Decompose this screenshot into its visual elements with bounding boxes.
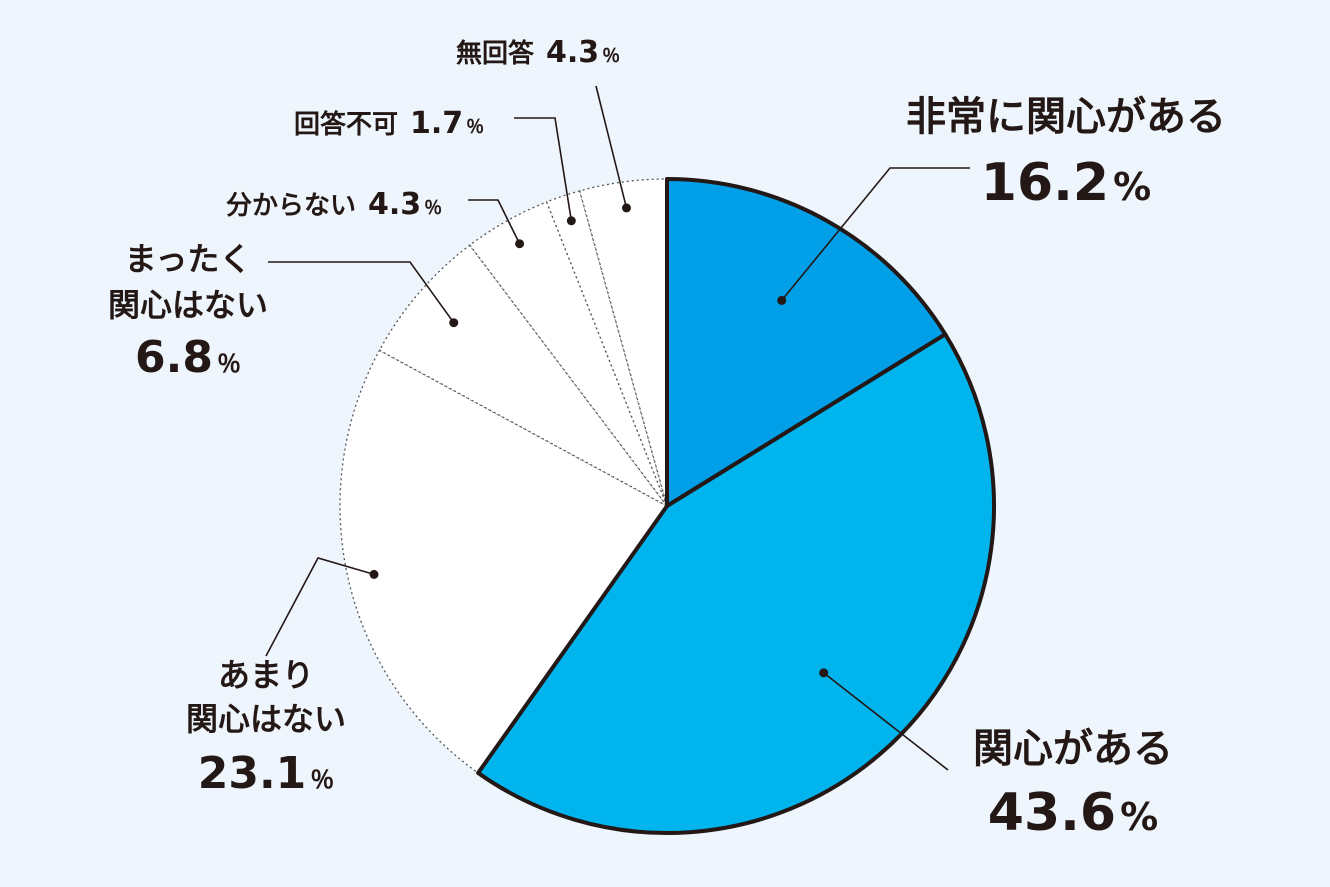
leader-line-not-very-interested: [265, 557, 375, 657]
value-very-interested: 16.2%: [981, 153, 1151, 213]
slice-interested: [476, 332, 996, 835]
leader-line-dont-know: [468, 199, 521, 245]
leader-dot-very-interested: [777, 295, 787, 305]
value-not-at-all-sign: ％: [217, 350, 241, 378]
leader-dot-dont-know: [515, 239, 525, 249]
value-no-answer-sign: ％: [602, 46, 620, 67]
value-interested: 43.6%: [988, 783, 1158, 843]
label-no-answer: 無回答: [456, 38, 535, 69]
leader-line-cannot-answer: [514, 117, 573, 221]
value-dont-know: 4.3 ％: [368, 187, 442, 222]
label-not-at-all-line1: まったく: [125, 240, 252, 278]
label-not-very-interested-line2: 関心はない: [186, 700, 346, 738]
label-very-interested: 非常に関心がある: [906, 94, 1226, 140]
value-not-very-interested-sign: ％: [310, 766, 334, 794]
value-interested-number: 43.6: [988, 783, 1116, 843]
leader-line-very-interested: [781, 167, 970, 301]
slice-very-interested: [665, 177, 948, 508]
leader-dot-interested: [819, 668, 829, 678]
leader-line-no-answer: [595, 85, 628, 209]
leader-dot-not-very-interested: [369, 569, 379, 579]
leader-lines: [265, 85, 970, 771]
slice-cannot-answer: [545, 190, 668, 507]
leader-line-interested: [823, 672, 949, 771]
leader-dot-cannot-answer: [566, 216, 576, 226]
value-not-at-all-number: 6.8: [135, 332, 213, 383]
leader-dot-not-at-all: [449, 318, 459, 328]
label-dont-know: 分からない: [226, 191, 356, 221]
slice-not-at-all: [378, 244, 668, 507]
value-dont-know-number: 4.3: [368, 187, 421, 222]
value-no-answer-number: 4.3: [546, 35, 599, 70]
value-cannot-answer-number: 1.7: [410, 106, 463, 141]
slice-labels: 非常に関心がある 16.2% 関心がある 43.6% あまり 関心はない 23.…: [108, 35, 1226, 843]
value-cannot-answer: 1.7 ％: [410, 106, 484, 141]
slice-not-very-interested: [339, 349, 668, 774]
label-cannot-answer: 回答不可: [294, 109, 398, 140]
value-no-answer: 4.3 ％: [546, 35, 620, 70]
label-not-at-all-line2: 関心はない: [108, 286, 268, 324]
value-not-very-interested-number: 23.1: [198, 748, 307, 799]
value-very-interested-sign: %: [1113, 165, 1151, 209]
leader-dot-no-answer: [621, 203, 631, 213]
value-very-interested-number: 16.2: [981, 153, 1109, 213]
value-dont-know-sign: ％: [424, 198, 442, 219]
pie-slices: [339, 177, 996, 835]
value-not-at-all: 6.8 ％: [135, 332, 241, 383]
value-interested-sign: %: [1120, 795, 1158, 839]
label-interested: 関心がある: [973, 726, 1173, 772]
slice-dont-know: [468, 201, 668, 507]
leader-line-not-at-all: [268, 261, 455, 324]
value-not-very-interested: 23.1 ％: [198, 748, 335, 799]
label-not-very-interested-line1: あまり: [218, 656, 314, 694]
value-cannot-answer-sign: ％: [466, 117, 484, 138]
